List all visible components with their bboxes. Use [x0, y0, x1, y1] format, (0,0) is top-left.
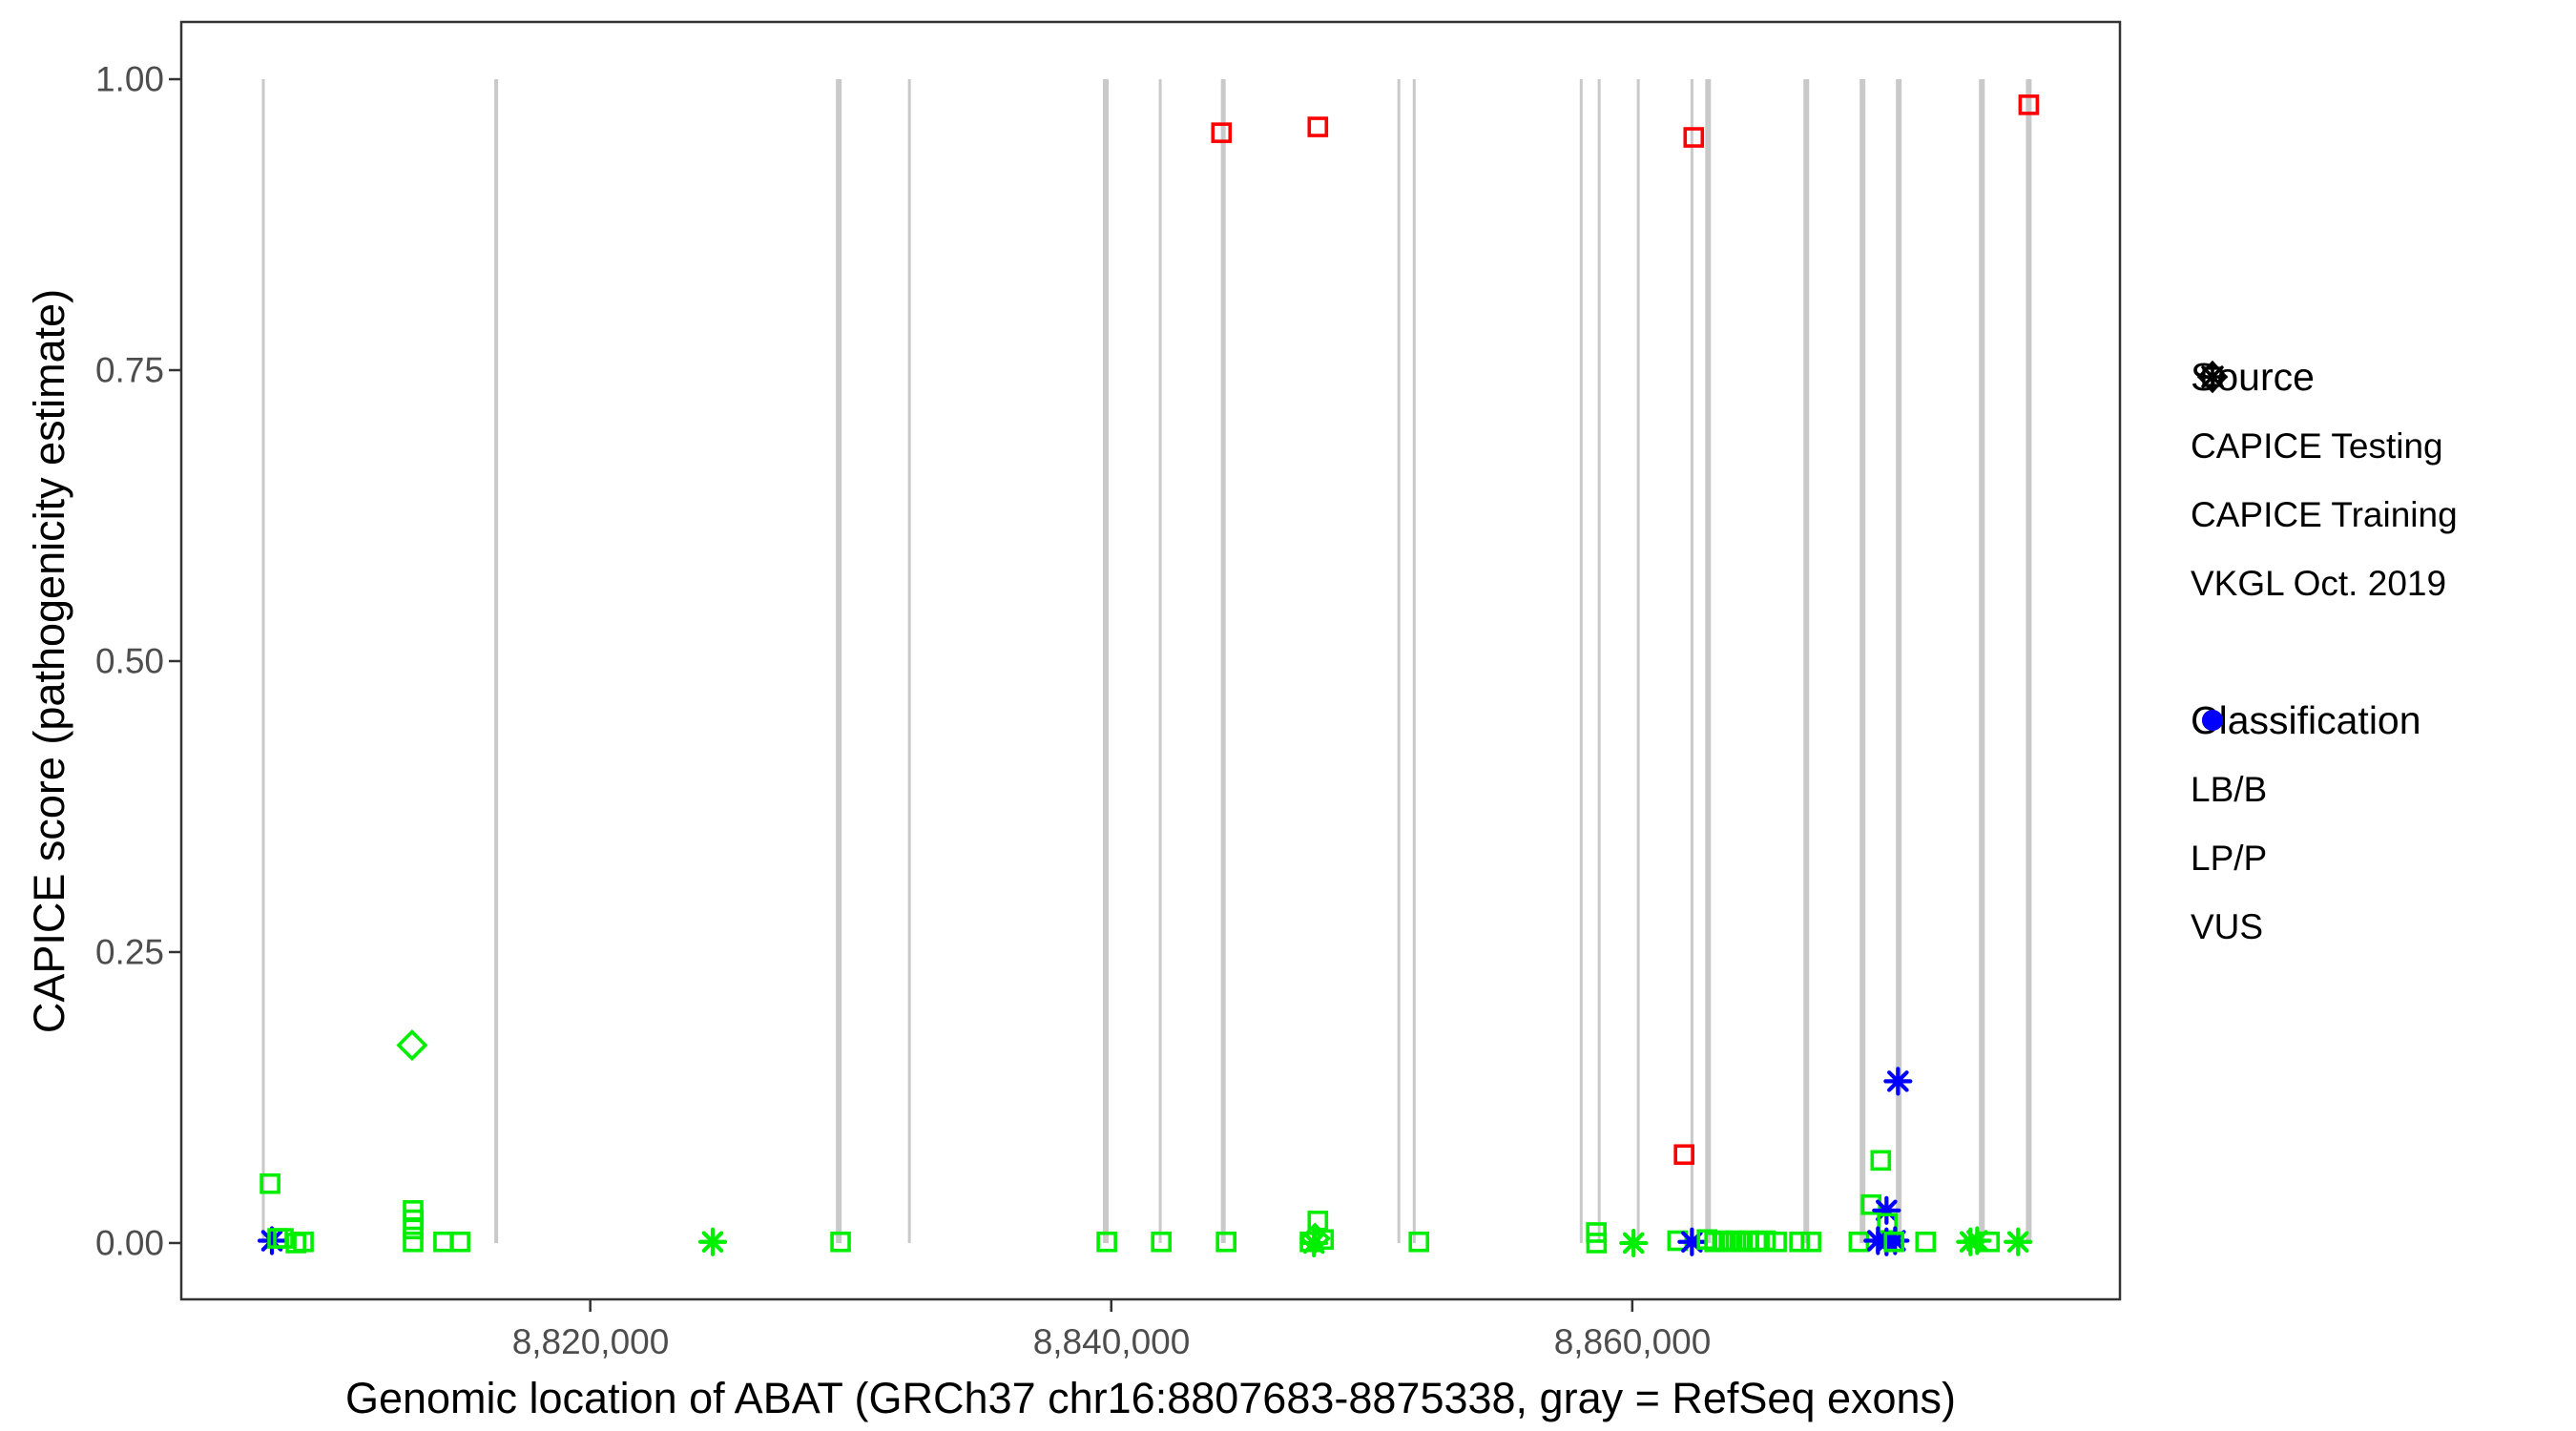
legend-item-label: LP/P — [2191, 839, 2268, 878]
x-tick-label: 8,840,000 — [1032, 1322, 1191, 1361]
data-point-square — [1307, 116, 1329, 137]
data-point-square — [1755, 1230, 1776, 1252]
data-point-diamond — [396, 1029, 428, 1062]
data-point-square — [1870, 1150, 1892, 1172]
legend-source-title: Source — [2191, 355, 2315, 399]
legend-item-label: CAPICE Training — [2191, 495, 2458, 534]
legend-item-label: VUS — [2191, 907, 2264, 946]
data-point-square — [1915, 1231, 1937, 1253]
data-point-square — [1096, 1231, 1117, 1253]
data-point-square — [2018, 94, 2040, 115]
legend-item-vkgl: VKGL Oct. 2019 — [2191, 362, 2572, 604]
data-point-square — [1883, 1231, 1905, 1253]
y-tick-label: 0.50 — [94, 641, 164, 681]
y-tick-label: 0.00 — [94, 1223, 164, 1263]
data-point-square — [1211, 122, 1233, 143]
data-point-square — [1800, 1231, 1821, 1253]
data-point-square — [1683, 127, 1705, 148]
data-point-square — [1586, 1233, 1608, 1254]
data-point-square — [830, 1231, 851, 1253]
data-point-square — [293, 1231, 314, 1253]
asterisk-arm — [701, 1231, 724, 1254]
legend-item-label: VKGL Oct. 2019 — [2191, 564, 2447, 603]
x-tick-label: 8,860,000 — [1553, 1322, 1712, 1361]
asterisk-arm — [1302, 1232, 1325, 1255]
x-axis-title: Genomic location of ABAT (GRCh37 chr16:8… — [344, 1374, 1957, 1422]
panel-border — [179, 20, 2122, 1301]
legend-source: Source CAPICE Testing CAPICE Training — [2191, 355, 2572, 633]
asterisk-arm — [1887, 1070, 1909, 1092]
y-tick-label: 0.75 — [94, 350, 164, 390]
data-point-square — [403, 1218, 424, 1240]
data-point-square — [1151, 1231, 1172, 1253]
data-point-square — [260, 1172, 280, 1194]
data-point-square — [1979, 1231, 2000, 1253]
legend-item-capice-training: CAPICE Training — [2191, 366, 2572, 535]
data-point-square — [273, 1228, 294, 1249]
legend-item-lbb: LB/B — [2191, 710, 2572, 810]
legend-item-capice-testing: CAPICE Testing — [2191, 360, 2572, 467]
y-axis-title: CAPICE score (pathogenicity estimate) — [25, 288, 73, 1034]
blue-dot-icon — [2202, 710, 2223, 731]
data-point-square — [1673, 1144, 1694, 1166]
legend-classification-title: Classification — [2191, 698, 2421, 742]
legend-item-label: LB/B — [2191, 770, 2268, 809]
legend-item-lpp: LP/P — [2191, 710, 2572, 879]
data-point-asterisk — [2004, 1227, 2033, 1256]
data-point-asterisk — [1619, 1228, 1649, 1258]
y-tick-label: 0.25 — [94, 932, 164, 972]
legend-item-vus: VUS — [2191, 710, 2572, 947]
legend-item-label: CAPICE Testing — [2191, 426, 2443, 466]
legend-classification: Classification LB/B LP/P VUS — [2191, 698, 2572, 976]
data-point-square — [1789, 1231, 1810, 1253]
data-point-square — [449, 1231, 470, 1253]
data-point-asterisk — [697, 1227, 728, 1256]
data-point-asterisk — [1883, 1067, 1913, 1096]
data-point-square — [1215, 1231, 1236, 1253]
data-point-square — [433, 1231, 454, 1253]
data-point-square — [1586, 1222, 1607, 1243]
data-point-asterisk — [1677, 1227, 1707, 1256]
data-point-square — [403, 1231, 424, 1253]
data-point-square — [1408, 1231, 1430, 1253]
asterisk-icon — [2197, 362, 2228, 392]
asterisk-arm — [260, 1230, 283, 1252]
data-point-asterisk — [1299, 1228, 1329, 1258]
x-tick-label: 8,820,000 — [511, 1322, 670, 1361]
data-point-asterisk — [257, 1226, 287, 1255]
asterisk-arm — [1622, 1232, 1645, 1255]
asterisk-arm — [2006, 1231, 2029, 1254]
y-tick-label: 1.00 — [94, 59, 164, 99]
data-point-square — [1766, 1231, 1787, 1253]
